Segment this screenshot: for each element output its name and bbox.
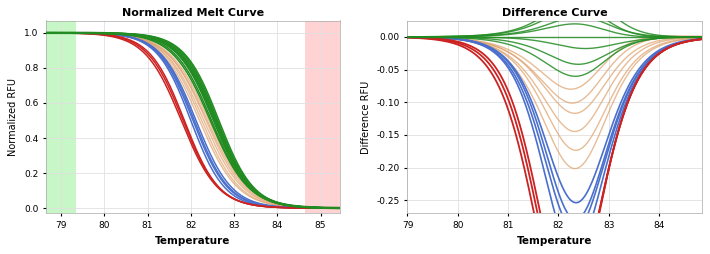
Y-axis label: Normalized RFU: Normalized RFU <box>9 78 18 156</box>
Title: Normalized Melt Curve: Normalized Melt Curve <box>122 8 264 18</box>
X-axis label: Temperature: Temperature <box>517 236 592 246</box>
Bar <box>305 0 340 226</box>
X-axis label: Temperature: Temperature <box>155 236 231 246</box>
Y-axis label: Difference RFU: Difference RFU <box>361 80 371 154</box>
Bar <box>46 0 76 226</box>
Title: Difference Curve: Difference Curve <box>502 8 607 18</box>
